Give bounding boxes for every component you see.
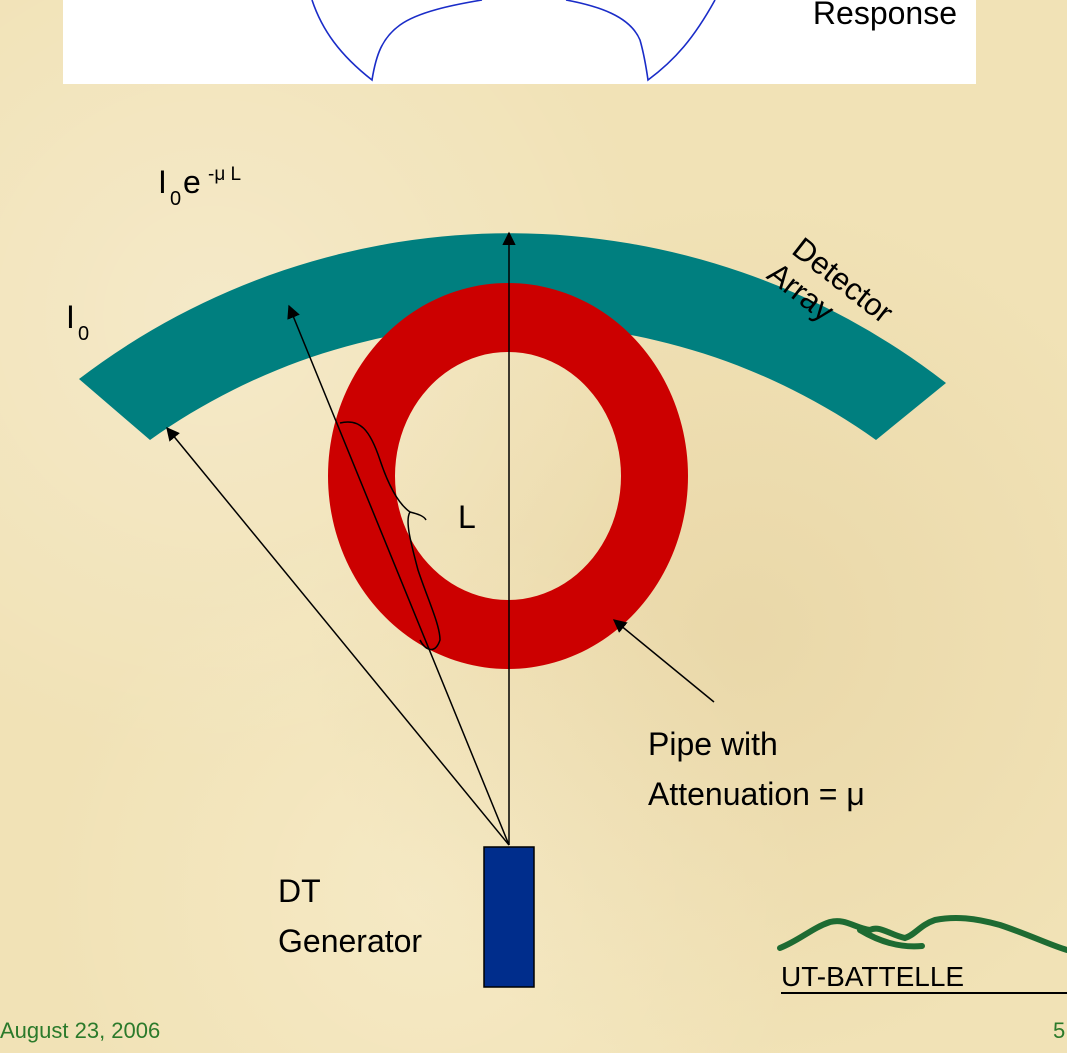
logo-mountain-top (777, 914, 1067, 953)
response-label: Response (813, 0, 957, 31)
response-panel-background (63, 0, 976, 84)
response-curve-right (565, 0, 716, 82)
logo-text: UT-BATTELLE (781, 961, 964, 992)
pipe-leader-arrow (612, 619, 715, 703)
pipe-label-line2: Attenuation = μ (648, 776, 865, 812)
path-length-brace-tip (409, 511, 427, 521)
generator-label-line2: Generator (278, 923, 422, 959)
ray-through-pipe (287, 304, 510, 846)
generator-label-line1: DT (278, 873, 321, 909)
response-curve-left (311, 0, 483, 82)
logo-mountain-mid (857, 927, 925, 950)
response-panel: Response (63, 0, 976, 84)
source-intensity-label: I 0 (66, 299, 89, 345)
pipe (328, 283, 689, 670)
attenuated-intensity-base: I (158, 164, 167, 200)
attenuated-intensity-label: I 0 e -μ L (158, 164, 241, 210)
source-intensity-subscript: 0 (78, 323, 89, 345)
detector-array (79, 233, 946, 440)
path-length-brace (339, 421, 441, 651)
footer-page-number: 5 (1053, 1018, 1066, 1043)
attenuated-intensity-subscript: 0 (170, 188, 181, 210)
ray-unattenuated (166, 426, 510, 846)
source-intensity-base: I (66, 299, 75, 335)
attenuated-intensity-exponent: -μ L (208, 164, 241, 185)
dt-generator (483, 846, 535, 988)
pipe-label-line1: Pipe with (648, 726, 778, 762)
path-length-label: L (458, 499, 476, 535)
footer-date: August 23, 2006 (0, 1018, 161, 1043)
ut-battelle-logo: UT-BATTELLE (777, 914, 1067, 994)
attenuated-intensity-tail: e (183, 164, 201, 200)
